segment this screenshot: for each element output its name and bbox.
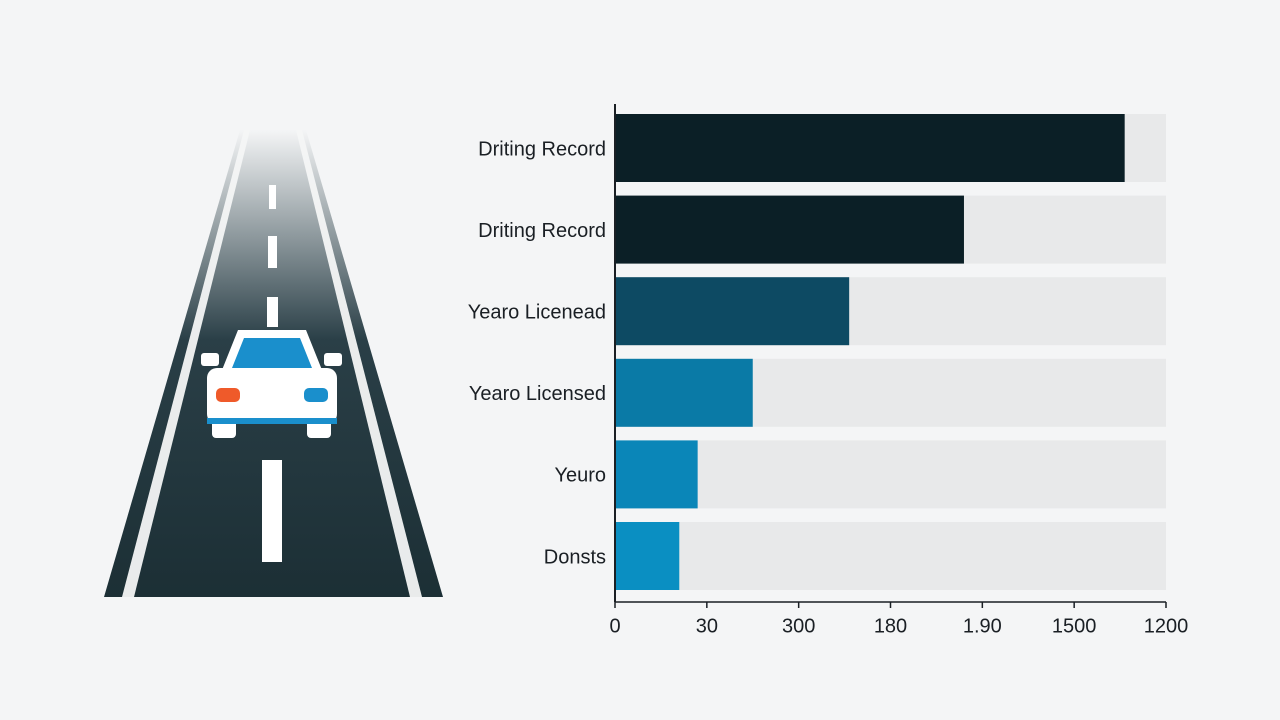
bar-track — [615, 522, 1166, 590]
x-tick-label: 1500 — [1052, 615, 1097, 637]
road-illustration — [104, 130, 443, 597]
lane-dash — [268, 236, 277, 268]
bar-track — [615, 440, 1166, 509]
category-label: Yearo Licenead — [468, 301, 606, 323]
category-label: Donsts — [544, 546, 606, 568]
x-tick-label: 1.90 — [963, 615, 1002, 637]
category-label: Yearo Licensed — [469, 383, 606, 405]
x-tick-label: 30 — [696, 615, 718, 637]
lane-dash — [267, 297, 278, 327]
category-label: Driting Record — [478, 220, 606, 242]
bar — [615, 277, 850, 346]
bar — [615, 114, 1125, 182]
bar — [615, 440, 698, 509]
category-label: Driting Record — [478, 138, 606, 160]
lane-dash — [269, 185, 276, 209]
car — [201, 330, 342, 438]
bar — [615, 195, 964, 264]
category-label: Yeuro — [554, 465, 606, 487]
bar — [615, 522, 680, 590]
x-tick-label: 300 — [782, 615, 815, 637]
lane-dash — [262, 460, 282, 562]
bar — [615, 358, 753, 427]
road-edge — [296, 130, 422, 597]
x-tick-label: 1200 — [1144, 615, 1189, 637]
x-tick-label: 180 — [874, 615, 907, 637]
road-edge — [122, 130, 250, 597]
x-tick-label: 0 — [609, 615, 620, 637]
